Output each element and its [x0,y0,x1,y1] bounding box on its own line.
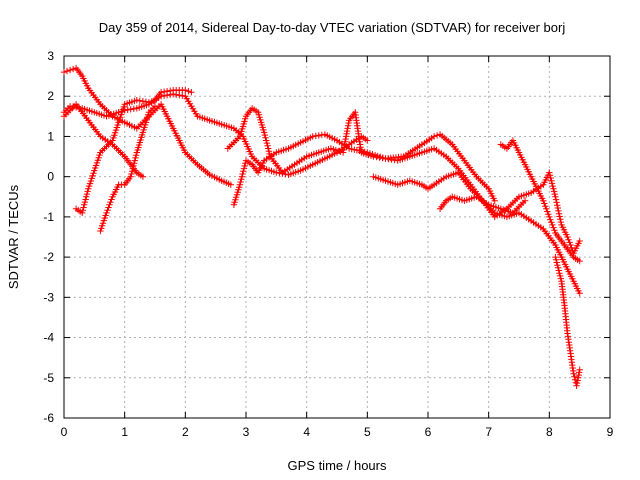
x-tick-label: 8 [546,425,553,439]
x-tick-label: 3 [243,425,250,439]
series-markers [230,131,498,208]
series-markers [72,87,195,217]
y-tick-label: 1 [47,129,54,143]
x-tick-label: 9 [607,425,614,439]
series-5 [60,101,147,180]
series-markers [552,253,583,389]
y-tick-label: 2 [47,89,54,103]
x-tick-label: 1 [121,425,128,439]
y-axis: -6 -5 -4 -3 -2 -1 0 1 2 3 [43,49,610,425]
y-tick-label: -4 [43,331,54,345]
plot-area [60,64,583,389]
y-tick-label: -5 [43,371,54,385]
series-markers [497,137,583,265]
x-tick-label: 7 [485,425,492,439]
y-tick-label: -1 [43,210,54,224]
series-markers [60,101,147,180]
series-markers [97,103,159,235]
x-axis-label: GPS time / hours [288,458,387,473]
series-8 [370,169,583,257]
y-tick-label: 0 [47,170,54,184]
y-axis-label: SDTVAR / TECUs [6,184,21,289]
y-tick-label: -6 [43,411,54,425]
x-tick-label: 2 [182,425,189,439]
x-axis: 0 1 2 3 4 5 6 7 8 9 [61,56,614,439]
x-tick-label: 0 [61,425,68,439]
chart-title: Day 359 of 2014, Sidereal Day-to-day VTE… [99,20,566,35]
plot-frame [63,55,611,419]
series-9 [497,137,583,265]
x-tick-label: 4 [303,425,310,439]
series-markers [370,169,583,257]
y-tick-label: -3 [43,290,54,304]
series-10 [436,193,529,217]
series-markers [436,193,529,217]
y-tick-label: -2 [43,250,54,264]
x-tick-label: 6 [425,425,432,439]
series-3 [72,87,195,217]
series-4 [97,103,159,235]
x-tick-label: 5 [364,425,371,439]
series-11 [552,253,583,389]
y-tick-label: 3 [47,49,54,63]
